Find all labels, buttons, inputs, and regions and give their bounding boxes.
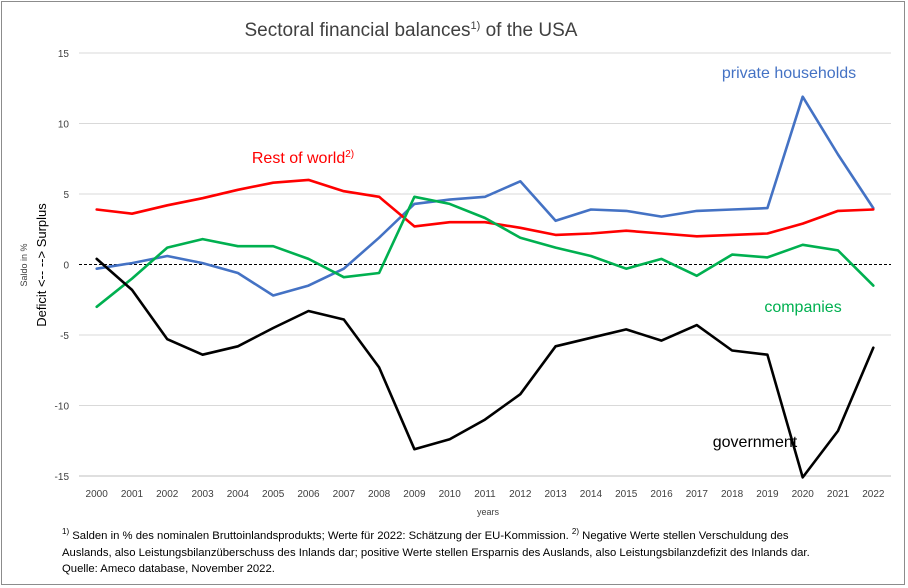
x-tick-label: 2006	[297, 489, 320, 500]
x-tick-label: 2015	[615, 489, 638, 500]
x-axis-label: years	[477, 507, 500, 517]
footnote: 1) Salden in % des nominalen Bruttoinlan…	[62, 528, 892, 578]
y-axis-label-main: Deficit <-- --> Surplus	[34, 203, 49, 327]
x-tick-label: 2018	[721, 489, 744, 500]
series-line-government	[95, 257, 875, 479]
y-tick-label: -5	[60, 331, 69, 342]
footnote-sup-2: 2)	[571, 527, 580, 536]
x-tick-label: 2017	[686, 489, 709, 500]
y-tick-label: -10	[55, 402, 70, 413]
series-line-companies	[95, 195, 875, 309]
x-tick-label: 2001	[121, 489, 144, 500]
x-tick-label: 2008	[368, 489, 391, 500]
x-tick-label: 2016	[650, 489, 673, 500]
gridlines	[79, 52, 891, 406]
series-label-rest-of-world: Rest of world2)	[252, 149, 354, 167]
series-lines	[95, 95, 875, 479]
y-tick-label: 5	[63, 190, 69, 201]
series-label-government: government	[713, 434, 798, 451]
x-tick-label: 2014	[580, 489, 603, 500]
x-tick-label: 2012	[509, 489, 532, 500]
x-tick-label: 2007	[333, 489, 356, 500]
chart-title: Sectoral financial balances1) of the USA	[245, 20, 578, 41]
chart-title-superscript: 1)	[471, 20, 481, 32]
series-label-companies: companies	[764, 299, 841, 316]
footnote-text-1a: Salden in % des nominalen Bruttoinlandsp…	[69, 530, 572, 542]
x-tick-label: 2020	[792, 489, 815, 500]
x-tick-label: 2019	[756, 489, 779, 500]
footnote-line-3: Quelle: Ameco database, November 2022.	[62, 563, 275, 575]
x-tick-label: 2022	[862, 489, 885, 500]
y-tick-label: 10	[58, 120, 70, 131]
series-line-private-households	[95, 95, 875, 297]
x-tick-label: 2013	[544, 489, 567, 500]
x-tick-label: 2009	[403, 489, 426, 500]
x-tick-label: 2004	[227, 489, 250, 500]
y-tick-label: 15	[58, 49, 70, 60]
x-tick-label: 2000	[86, 489, 109, 500]
y-tick-label: -15	[55, 472, 70, 483]
x-tick-label: 2011	[474, 489, 496, 500]
footnote-sup-1: 1)	[62, 527, 70, 536]
series-labels: private households Rest of world2) compani…	[252, 65, 856, 451]
x-tick-label: 2003	[191, 489, 214, 500]
y-axis-label-small: Saldo in %	[19, 243, 29, 286]
series-label-private-households: private households	[722, 65, 856, 82]
axes: -15 -10 -5 0 5 10 15 2000 2001 2002 2003 2004 2005 20…	[55, 49, 891, 500]
x-tick-label: 2010	[439, 489, 462, 500]
series-line-rest-of-world	[95, 178, 875, 238]
footnote-line-1: 1) Salden in % des nominalen Bruttoinlan…	[62, 528, 892, 545]
x-tick-label: 2021	[827, 489, 850, 500]
footnote-line-2: Auslands, also Leistungsbilanzüberschuss…	[62, 546, 810, 559]
footnote-text-1b: Negative Werte stellen Verschuldung des	[579, 530, 789, 542]
y-tick-label: 0	[63, 261, 69, 272]
x-tick-label: 2002	[156, 489, 179, 500]
x-tick-label: 2005	[262, 489, 285, 500]
